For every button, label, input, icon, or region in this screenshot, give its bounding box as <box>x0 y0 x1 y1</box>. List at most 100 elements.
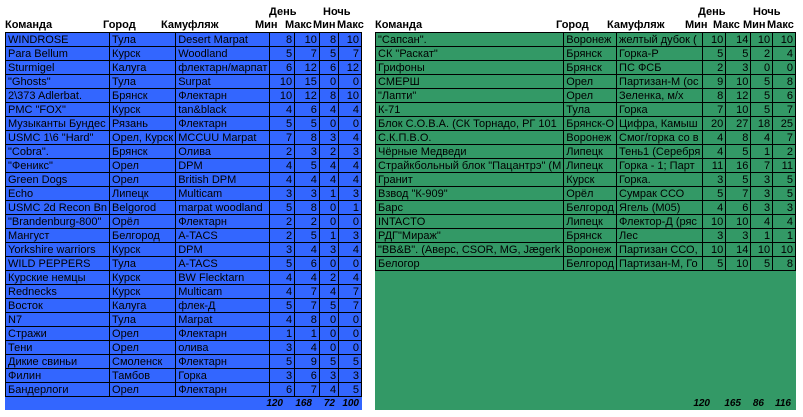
cell-camo[interactable]: Тень1 (Серебря <box>616 144 704 159</box>
cell-night-min[interactable]: 3 <box>318 368 340 383</box>
cell-day-max[interactable]: 10 <box>725 214 752 229</box>
cell-team[interactable]: Чёрные Медведи <box>374 144 565 159</box>
cell-team[interactable]: Взвод "К-909" <box>374 186 565 201</box>
cell-day-max[interactable]: 10 <box>725 74 752 89</box>
cell-night-max[interactable]: 3 <box>338 228 362 243</box>
cell-day-min[interactable]: 1 <box>269 326 296 341</box>
cell-day-min[interactable]: 3 <box>269 368 296 383</box>
cell-night-min[interactable]: 5 <box>750 102 774 117</box>
cell-night-min[interactable]: 1 <box>318 228 340 243</box>
cell-night-max[interactable]: 4 <box>338 270 362 285</box>
cell-city[interactable]: Орёл <box>563 186 618 201</box>
cell-day-max[interactable]: 5 <box>725 144 752 159</box>
cell-night-max[interactable]: 7 <box>338 46 362 61</box>
cell-team[interactable]: СМЕРШ <box>374 74 565 89</box>
cell-camo[interactable]: Горка. <box>616 172 704 187</box>
cell-city[interactable]: Брянск <box>563 60 618 75</box>
cell-camo[interactable]: DPM <box>175 242 271 257</box>
cell-team[interactable]: Гранит <box>374 172 565 187</box>
cell-night-max[interactable]: 5 <box>338 354 362 369</box>
cell-team[interactable]: N7 <box>4 312 111 327</box>
cell-city[interactable]: Орел <box>563 88 618 103</box>
cell-city[interactable]: Орел <box>109 382 177 397</box>
cell-night-min[interactable]: 2 <box>750 46 774 61</box>
cell-day-max[interactable]: 5 <box>294 228 320 243</box>
cell-team[interactable]: "Brandenburg-800" <box>4 214 111 229</box>
cell-team[interactable]: "Ghosts" <box>4 74 111 89</box>
cell-city[interactable]: Тула <box>109 256 177 271</box>
cell-night-max[interactable]: 12 <box>338 60 362 75</box>
cell-night-max[interactable]: 6 <box>772 88 796 103</box>
cell-day-max[interactable]: 5 <box>294 158 320 173</box>
cell-night-min[interactable]: 2 <box>318 144 340 159</box>
cell-night-max[interactable]: 7 <box>772 130 796 145</box>
cell-day-max[interactable]: 14 <box>725 242 752 257</box>
cell-day-min[interactable]: 10 <box>702 32 727 47</box>
cell-day-max[interactable]: 8 <box>294 312 320 327</box>
cell-camo[interactable]: Партизан ССО, <box>616 242 704 257</box>
cell-camo[interactable]: флектарн/марпат <box>175 60 271 75</box>
cell-day-min[interactable]: 10 <box>702 214 727 229</box>
cell-day-max[interactable]: 7 <box>294 284 320 299</box>
cell-team[interactable]: Барс <box>374 200 565 215</box>
cell-day-max[interactable]: 4 <box>294 340 320 355</box>
cell-day-min[interactable]: 10 <box>702 242 727 257</box>
cell-day-min[interactable]: 7 <box>702 102 727 117</box>
cell-day-min[interactable]: 6 <box>269 60 296 75</box>
cell-team[interactable]: "BB&B". (Аверс, CSOR, MG, Jægerk <box>374 242 565 257</box>
cell-day-min[interactable]: 2 <box>269 228 296 243</box>
cell-camo[interactable]: Desert Marpat <box>175 32 271 47</box>
cell-night-max[interactable]: 4 <box>338 242 362 257</box>
cell-day-min[interactable]: 4 <box>269 102 296 117</box>
cell-night-max[interactable]: 5 <box>772 186 796 201</box>
cell-city[interactable]: Тула <box>109 32 177 47</box>
cell-night-min[interactable]: 4 <box>318 382 340 397</box>
cell-camo[interactable]: Сумрак ССО <box>616 186 704 201</box>
cell-camo[interactable]: желтый дубок ( <box>616 32 704 47</box>
cell-camo[interactable]: Горка <box>616 102 704 117</box>
cell-day-min[interactable]: 4 <box>702 200 727 215</box>
cell-team[interactable]: Para Bellum <box>4 46 111 61</box>
cell-day-min[interactable]: 5 <box>269 116 296 131</box>
cell-night-max[interactable]: 0 <box>338 214 362 229</box>
cell-night-min[interactable]: 4 <box>318 172 340 187</box>
cell-city[interactable]: Липецк <box>109 186 177 201</box>
cell-day-min[interactable]: 3 <box>269 242 296 257</box>
cell-team[interactable]: Белогор <box>374 256 565 271</box>
cell-day-min[interactable]: 2 <box>269 144 296 159</box>
cell-team[interactable]: СК "Раскат" <box>374 46 565 61</box>
cell-night-min[interactable]: 1 <box>750 144 774 159</box>
cell-day-min[interactable]: 5 <box>702 46 727 61</box>
cell-city[interactable]: Брянск-О <box>563 116 618 131</box>
cell-night-min[interactable]: 5 <box>318 354 340 369</box>
cell-day-min[interactable]: 4 <box>702 130 727 145</box>
cell-day-max[interactable]: 27 <box>725 116 752 131</box>
cell-day-min[interactable]: 7 <box>269 130 296 145</box>
cell-night-min[interactable]: 0 <box>318 214 340 229</box>
cell-night-min[interactable]: 0 <box>318 116 340 131</box>
cell-city[interactable]: Воронеж <box>563 242 618 257</box>
cell-city[interactable]: Калуга <box>109 60 177 75</box>
cell-day-max[interactable]: 6 <box>294 368 320 383</box>
cell-day-min[interactable]: 3 <box>269 340 296 355</box>
cell-night-min[interactable]: 7 <box>750 158 774 173</box>
cell-day-max[interactable]: 7 <box>294 382 320 397</box>
cell-night-max[interactable]: 4 <box>338 158 362 173</box>
cell-day-min[interactable]: 10 <box>269 88 296 103</box>
cell-team[interactable]: РДГ"Мираж" <box>374 228 565 243</box>
cell-day-min[interactable]: 11 <box>702 158 727 173</box>
cell-team[interactable]: Грифоны <box>374 60 565 75</box>
cell-night-min[interactable]: 18 <box>750 116 774 131</box>
cell-camo[interactable]: A-TACS <box>175 228 271 243</box>
cell-camo[interactable]: Ягель (М05) <box>616 200 704 215</box>
cell-day-min[interactable]: 2 <box>269 214 296 229</box>
cell-night-min[interactable]: 10 <box>750 32 774 47</box>
cell-city[interactable]: Липецк <box>563 144 618 159</box>
cell-day-max[interactable]: 6 <box>725 200 752 215</box>
cell-night-min[interactable]: 4 <box>750 214 774 229</box>
cell-camo[interactable]: Смог/горка со в <box>616 130 704 145</box>
cell-city[interactable]: Брянск <box>109 144 177 159</box>
cell-city[interactable]: Смоленск <box>109 354 177 369</box>
cell-team[interactable]: Восток <box>4 298 111 313</box>
cell-camo[interactable]: Флектарн <box>175 88 271 103</box>
